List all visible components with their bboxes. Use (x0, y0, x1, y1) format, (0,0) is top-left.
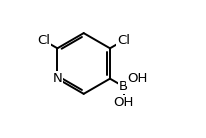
Text: Cl: Cl (37, 34, 50, 47)
Text: OH: OH (127, 72, 148, 85)
Text: B: B (119, 80, 128, 93)
Text: OH: OH (114, 96, 134, 109)
Text: Cl: Cl (117, 34, 130, 47)
Text: N: N (53, 72, 62, 85)
